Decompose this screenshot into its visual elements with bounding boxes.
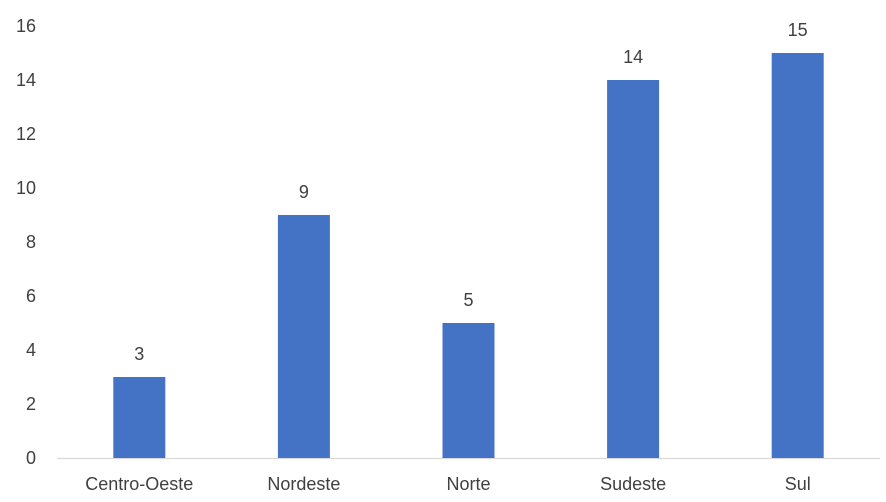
- bar-sudeste: [607, 80, 660, 458]
- x-tick-label: Centro-Oeste: [85, 474, 193, 494]
- data-label: 14: [623, 47, 643, 67]
- x-tick-label: Nordeste: [267, 474, 340, 494]
- bar-centro-oeste: [113, 377, 166, 458]
- x-tick-label: Sul: [785, 474, 811, 494]
- x-tick-label: Sudeste: [600, 474, 666, 494]
- y-tick-label: 8: [26, 232, 36, 252]
- x-tick-label: Norte: [446, 474, 490, 494]
- x-axis-ticks: Centro-Oeste Nordeste Norte Sudeste Sul: [85, 474, 810, 494]
- bars: [113, 53, 824, 458]
- bar-nordeste: [277, 215, 330, 458]
- y-tick-label: 0: [26, 448, 36, 468]
- y-tick-label: 2: [26, 394, 36, 414]
- bar-norte: [442, 323, 495, 458]
- data-label: 5: [463, 290, 473, 310]
- y-axis-ticks: 0 2 4 6 8 10 12 14 16: [16, 16, 36, 468]
- y-tick-label: 10: [16, 178, 36, 198]
- bar-sul: [771, 53, 824, 458]
- y-tick-label: 6: [26, 286, 36, 306]
- y-tick-label: 12: [16, 124, 36, 144]
- y-tick-label: 16: [16, 16, 36, 36]
- y-tick-label: 14: [16, 70, 36, 90]
- data-labels: 3 9 5 14 15: [134, 20, 807, 364]
- y-tick-label: 4: [26, 340, 36, 360]
- data-label: 15: [788, 20, 808, 40]
- data-label: 3: [134, 344, 144, 364]
- data-label: 9: [299, 182, 309, 202]
